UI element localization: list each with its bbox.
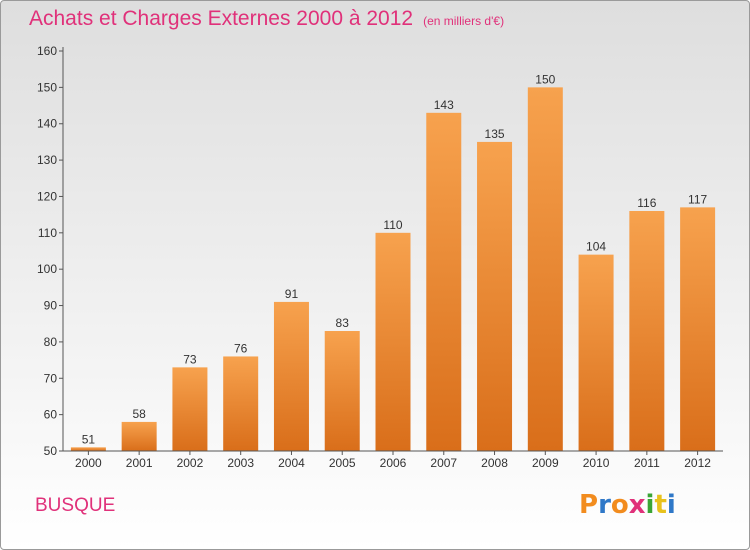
- y-tick-label-130: 130: [37, 153, 57, 167]
- bar-2002: [172, 367, 208, 451]
- bar-2010: [578, 254, 614, 451]
- value-label-2010: 104: [586, 240, 606, 254]
- bar-2001: [121, 421, 157, 451]
- y-tick-label-150: 150: [37, 80, 57, 94]
- y-tick-label-50: 50: [44, 444, 58, 458]
- value-label-2006: 110: [383, 218, 402, 232]
- chart-title-text: Achats et Charges Externes 2000 à 2012: [29, 7, 414, 30]
- y-tick-label-60: 60: [44, 408, 58, 422]
- value-label-2005: 83: [336, 316, 350, 330]
- x-tick-label-2002: 2002: [177, 456, 204, 470]
- logo-letter: i: [645, 490, 655, 520]
- value-label-2001: 58: [132, 407, 146, 421]
- y-tick-label-100: 100: [37, 262, 57, 276]
- x-tick-label-2009: 2009: [532, 456, 559, 470]
- value-label-2008: 135: [485, 127, 505, 141]
- logo-letter: r: [598, 490, 611, 520]
- value-label-2011: 116: [637, 196, 656, 210]
- bar-2007: [426, 112, 462, 452]
- chart-title: Achats et Charges Externes 2000 à 2012 (e…: [29, 7, 504, 31]
- logo-letter: x: [628, 490, 646, 520]
- y-tick-label-120: 120: [37, 189, 57, 203]
- bar-2009: [527, 87, 563, 451]
- bar-2004: [273, 301, 309, 451]
- x-tick-label-2005: 2005: [329, 456, 356, 470]
- y-tick-label-110: 110: [38, 226, 57, 240]
- bar-2005: [324, 331, 360, 451]
- x-tick-label-2010: 2010: [583, 456, 610, 470]
- x-tick-label-2000: 2000: [75, 456, 102, 470]
- bar-2011: [629, 211, 665, 451]
- y-tick-label-160: 160: [37, 44, 57, 58]
- x-tick-label-2001: 2001: [126, 456, 153, 470]
- value-label-2004: 91: [285, 287, 299, 301]
- x-tick-label-2004: 2004: [278, 456, 305, 470]
- y-tick-label-90: 90: [44, 299, 58, 313]
- x-tick-label-2008: 2008: [481, 456, 508, 470]
- y-tick-label-80: 80: [44, 335, 58, 349]
- logo-letter: t: [654, 490, 667, 520]
- bar-2003: [223, 356, 259, 451]
- value-label-2003: 76: [234, 341, 248, 355]
- chart-subtitle: (en milliers d'€): [423, 14, 505, 28]
- x-tick-label-2003: 2003: [227, 456, 254, 470]
- logo-letter: P: [579, 490, 599, 520]
- bar-2000: [70, 447, 106, 451]
- bar-2006: [375, 232, 411, 451]
- bar-2012: [680, 207, 716, 451]
- proxiti-logo: Proxiti: [579, 490, 676, 520]
- y-tick-label-140: 140: [37, 117, 57, 131]
- x-tick-label-2006: 2006: [380, 456, 407, 470]
- bar-2008: [477, 141, 513, 451]
- value-label-2012: 117: [688, 192, 707, 206]
- value-label-2009: 150: [535, 72, 555, 86]
- value-label-2000: 51: [82, 432, 96, 446]
- value-label-2007: 143: [434, 98, 454, 112]
- x-tick-label-2011: 2011: [634, 456, 660, 470]
- city-name: BUSQUE: [35, 495, 116, 516]
- x-tick-label-2007: 2007: [430, 456, 457, 470]
- x-tick-label-2012: 2012: [684, 456, 711, 470]
- logo-letter: o: [610, 490, 629, 520]
- y-tick-label-70: 70: [44, 371, 58, 385]
- value-label-2002: 73: [183, 352, 197, 366]
- logo-letter: i: [666, 490, 676, 520]
